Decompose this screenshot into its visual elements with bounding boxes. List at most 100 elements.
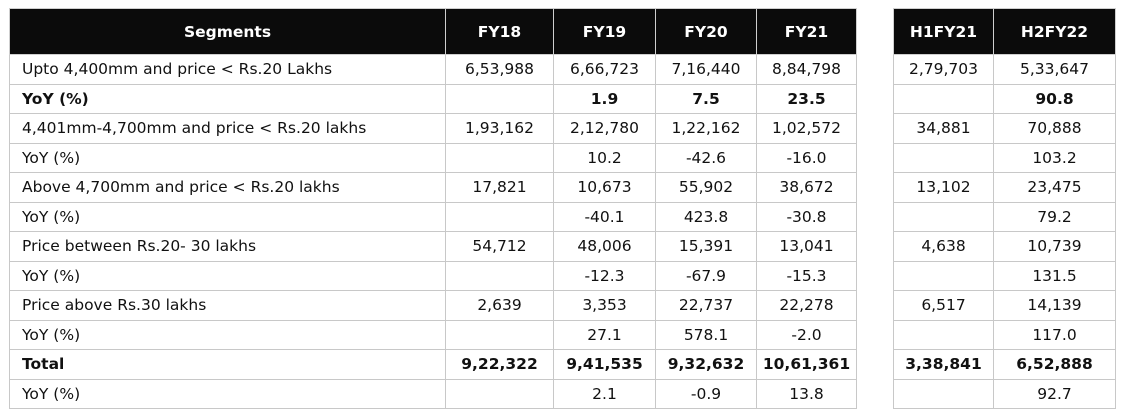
table-row: 92.7 bbox=[893, 378, 1116, 409]
cell-fy20: 7,16,440 bbox=[655, 54, 757, 85]
row-label: YoY (%) bbox=[9, 201, 446, 232]
table-row: 4,401mm-4,700mm and price < Rs.20 lakhs 1… bbox=[9, 113, 857, 144]
cell-fy18: 2,639 bbox=[445, 290, 554, 321]
cell-fy18: 1,93,162 bbox=[445, 113, 554, 144]
cell-fy20: -67.9 bbox=[655, 260, 757, 291]
table-row: 103.2 bbox=[893, 142, 1116, 173]
row-label: YoY (%) bbox=[9, 83, 446, 114]
cell-h1fy21 bbox=[893, 142, 994, 173]
cell-fy20: 423.8 bbox=[655, 201, 757, 232]
table-row: 3,38,841 6,52,888 bbox=[893, 349, 1116, 380]
header-fy20: FY20 bbox=[655, 8, 757, 55]
header-fy18: FY18 bbox=[445, 8, 554, 55]
cell-fy18 bbox=[445, 319, 554, 350]
cell-h2fy22: 103.2 bbox=[993, 142, 1116, 173]
half-header-row: H1FY21 H2FY22 bbox=[893, 8, 1116, 55]
table-row: 6,517 14,139 bbox=[893, 290, 1116, 321]
cell-h2fy22: 131.5 bbox=[993, 260, 1116, 291]
row-label: YoY (%) bbox=[9, 142, 446, 173]
cell-h2fy22: 92.7 bbox=[993, 378, 1116, 409]
cell-fy20: 22,737 bbox=[655, 290, 757, 321]
cell-fy21: 8,84,798 bbox=[756, 54, 857, 85]
cell-fy20: 7.5 bbox=[655, 83, 757, 114]
table-row: YoY (%) 1.9 7.5 23.5 bbox=[9, 83, 857, 114]
row-label: 4,401mm-4,700mm and price < Rs.20 lakhs bbox=[9, 113, 446, 144]
table-row: YoY (%) -40.1 423.8 -30.8 bbox=[9, 201, 857, 232]
cell-fy21: 38,672 bbox=[756, 172, 857, 203]
cell-fy21: -16.0 bbox=[756, 142, 857, 173]
cell-fy18: 9,22,322 bbox=[445, 349, 554, 380]
cell-fy20: -42.6 bbox=[655, 142, 757, 173]
table-row: Total 9,22,322 9,41,535 9,32,632 10,61,361 bbox=[9, 349, 857, 380]
cell-fy21: -15.3 bbox=[756, 260, 857, 291]
cell-fy19: 1.9 bbox=[553, 83, 656, 114]
cell-h1fy21 bbox=[893, 260, 994, 291]
cell-h1fy21: 6,517 bbox=[893, 290, 994, 321]
cell-fy21: -30.8 bbox=[756, 201, 857, 232]
header-row: Segments FY18 FY19 FY20 FY21 bbox=[9, 8, 857, 55]
header-segments: Segments bbox=[9, 8, 446, 55]
cell-h2fy22: 6,52,888 bbox=[993, 349, 1116, 380]
cell-h1fy21: 4,638 bbox=[893, 231, 994, 262]
cell-fy21: -2.0 bbox=[756, 319, 857, 350]
cell-h2fy22: 117.0 bbox=[993, 319, 1116, 350]
cell-fy18 bbox=[445, 378, 554, 409]
row-label: Above 4,700mm and price < Rs.20 lakhs bbox=[9, 172, 446, 203]
table-row: 2,79,703 5,33,647 bbox=[893, 54, 1116, 85]
table-row: YoY (%) -12.3 -67.9 -15.3 bbox=[9, 260, 857, 291]
table-row: YoY (%) 2.1 -0.9 13.8 bbox=[9, 378, 857, 409]
cell-fy18 bbox=[445, 83, 554, 114]
cell-h1fy21: 34,881 bbox=[893, 113, 994, 144]
table-row: 34,881 70,888 bbox=[893, 113, 1116, 144]
cell-fy21: 1,02,572 bbox=[756, 113, 857, 144]
cell-h1fy21: 2,79,703 bbox=[893, 54, 994, 85]
cell-fy18 bbox=[445, 260, 554, 291]
row-label: YoY (%) bbox=[9, 378, 446, 409]
row-label: Price between Rs.20- 30 lakhs bbox=[9, 231, 446, 262]
table-row: 117.0 bbox=[893, 319, 1116, 350]
cell-fy20: 1,22,162 bbox=[655, 113, 757, 144]
table-row: YoY (%) 10.2 -42.6 -16.0 bbox=[9, 142, 857, 173]
table-row: 4,638 10,739 bbox=[893, 231, 1116, 262]
half-year-table-body: 2,79,703 5,33,647 90.8 34,881 70,888 103.2 13,… bbox=[893, 54, 1116, 409]
cell-h2fy22: 79.2 bbox=[993, 201, 1116, 232]
cell-fy19: 2.1 bbox=[553, 378, 656, 409]
cell-h1fy21 bbox=[893, 378, 994, 409]
cell-fy20: 15,391 bbox=[655, 231, 757, 262]
cell-h1fy21 bbox=[893, 319, 994, 350]
cell-fy19: 27.1 bbox=[553, 319, 656, 350]
cell-fy18: 17,821 bbox=[445, 172, 554, 203]
half-year-table: H1FY21 H2FY22 2,79,703 5,33,647 90.8 34,881… bbox=[893, 8, 1116, 409]
cell-fy21: 10,61,361 bbox=[756, 349, 857, 380]
cell-fy21: 22,278 bbox=[756, 290, 857, 321]
cell-fy18: 54,712 bbox=[445, 231, 554, 262]
cell-fy20: 578.1 bbox=[655, 319, 757, 350]
cell-fy19: -12.3 bbox=[553, 260, 656, 291]
table-row: Above 4,700mm and price < Rs.20 lakhs 17,… bbox=[9, 172, 857, 203]
cell-h2fy22: 5,33,647 bbox=[993, 54, 1116, 85]
cell-h1fy21 bbox=[893, 83, 994, 114]
cell-fy21: 23.5 bbox=[756, 83, 857, 114]
row-label: YoY (%) bbox=[9, 260, 446, 291]
table-row: Price above Rs.30 lakhs 2,639 3,353 22,737 2… bbox=[9, 290, 857, 321]
cell-fy20: 55,902 bbox=[655, 172, 757, 203]
cell-fy20: 9,32,632 bbox=[655, 349, 757, 380]
table-row: Price between Rs.20- 30 lakhs 54,712 48,00… bbox=[9, 231, 857, 262]
table-row: 13,102 23,475 bbox=[893, 172, 1116, 203]
header-fy19: FY19 bbox=[553, 8, 656, 55]
cell-fy19: 6,66,723 bbox=[553, 54, 656, 85]
cell-fy19: 2,12,780 bbox=[553, 113, 656, 144]
cell-h2fy22: 70,888 bbox=[993, 113, 1116, 144]
cell-h2fy22: 23,475 bbox=[993, 172, 1116, 203]
cell-h1fy21 bbox=[893, 201, 994, 232]
cell-fy19: 10,673 bbox=[553, 172, 656, 203]
cell-fy18 bbox=[445, 142, 554, 173]
cell-fy19: 48,006 bbox=[553, 231, 656, 262]
segments-table: Segments FY18 FY19 FY20 FY21 Upto 4,400m… bbox=[9, 8, 857, 409]
cell-fy19: -40.1 bbox=[553, 201, 656, 232]
cell-h1fy21: 13,102 bbox=[893, 172, 994, 203]
header-h1fy21: H1FY21 bbox=[893, 8, 994, 55]
table-row: 90.8 bbox=[893, 83, 1116, 114]
cell-fy21: 13.8 bbox=[756, 378, 857, 409]
cell-fy21: 13,041 bbox=[756, 231, 857, 262]
